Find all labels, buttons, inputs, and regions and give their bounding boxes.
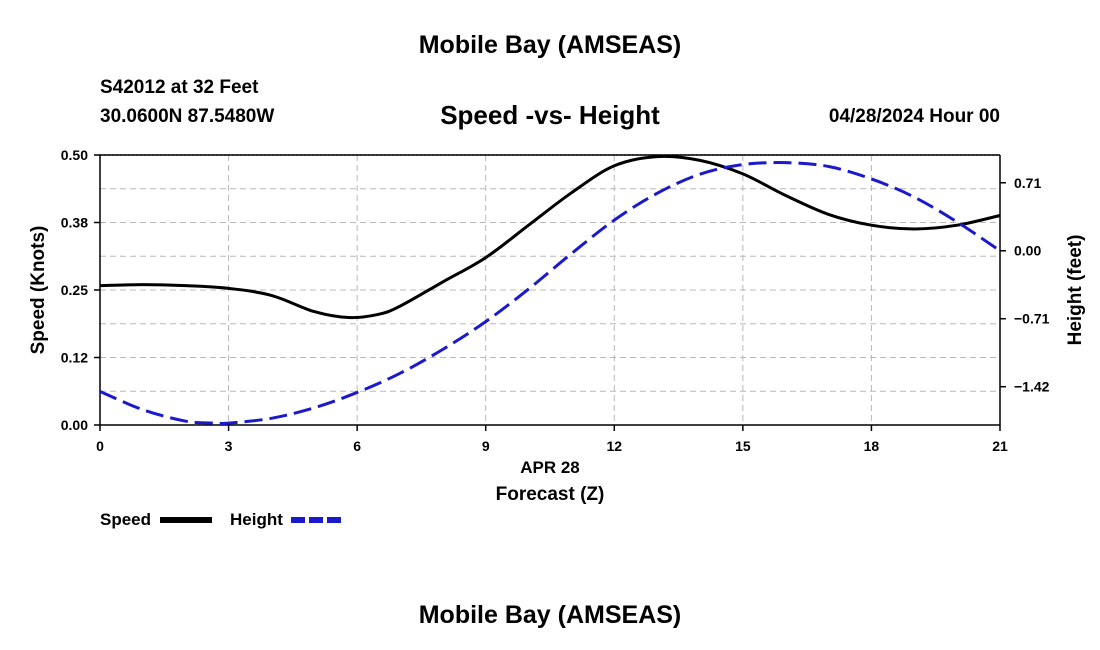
- speed-series-line: [99, 154, 1001, 320]
- grid-lines: [100, 155, 1000, 425]
- x-tick-label: 3: [225, 438, 233, 454]
- y2-axis-title: Height (feet): [1065, 235, 1086, 346]
- y-tick-label: 0.25: [61, 282, 88, 298]
- footer-title: Mobile Bay (AMSEAS): [418, 601, 682, 629]
- station-name: S42012 at 32 Feet: [100, 77, 259, 98]
- x-tick-label: 0: [96, 438, 104, 454]
- y2-tick-label: 0.00: [1014, 243, 1041, 259]
- x-tick-label: 9: [482, 438, 490, 454]
- height-series-line: [99, 161, 1001, 426]
- y2-tick-label: −1.42: [1014, 379, 1050, 395]
- legend-speed-label: Speed: [100, 510, 151, 529]
- x-tick-label: 12: [606, 438, 622, 454]
- series-lines: [99, 154, 1001, 426]
- y-tick-label: 0.12: [61, 350, 88, 366]
- page-title: Mobile Bay (AMSEAS): [418, 31, 682, 59]
- x-date-label: APR 28: [520, 458, 580, 477]
- chart-title: Speed -vs- Height: [440, 100, 660, 130]
- legend-height-label: Height: [230, 510, 283, 529]
- y-axis-title: Speed (Knots): [28, 226, 49, 355]
- y-tick-label: 0.00: [61, 417, 88, 433]
- x-axis-title: Forecast (Z): [496, 484, 605, 505]
- x-tick-label: 21: [992, 438, 1008, 454]
- y-tick-label: 0.50: [61, 147, 88, 163]
- x-tick-label: 6: [353, 438, 361, 454]
- y-tick-label: 0.38: [61, 215, 88, 231]
- x-tick-label: 15: [735, 438, 751, 454]
- y2-tick-label: −0.71: [1014, 311, 1050, 327]
- x-tick-label: 18: [864, 438, 880, 454]
- forecast-datetime: 04/28/2024 Hour 00: [828, 106, 1000, 127]
- station-coordinates: 30.0600N 87.5480W: [100, 106, 275, 127]
- y2-tick-label: 0.71: [1014, 175, 1041, 191]
- legend: Speed Height: [100, 510, 342, 529]
- axis-ticks: 0 3 6 9 12 15 18 21 0.00 0.12 0.25 0.38 0.50 0.71 0.00…: [61, 147, 1050, 454]
